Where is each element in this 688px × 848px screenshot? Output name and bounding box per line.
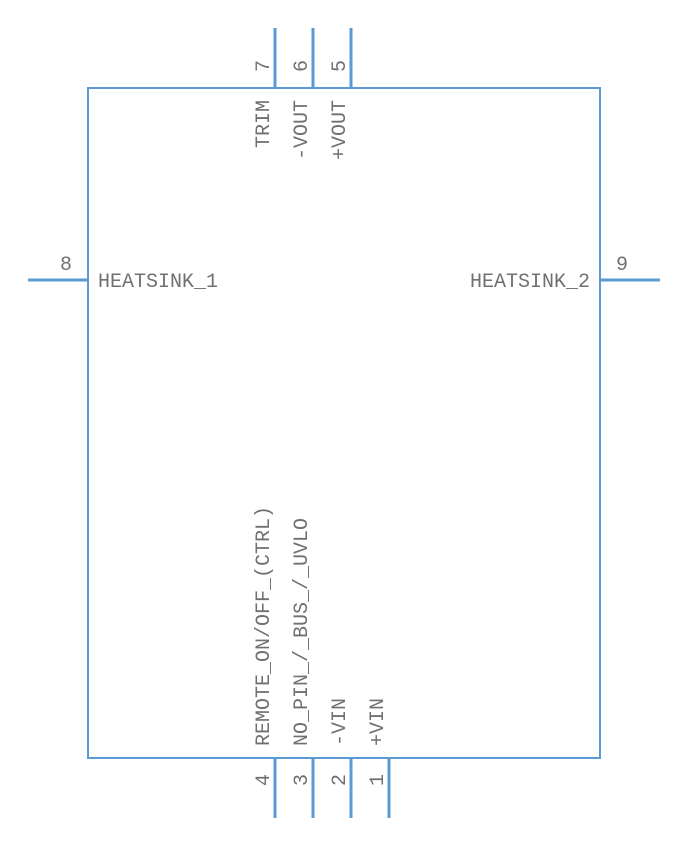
component-body [88,88,600,758]
pin-label-3: NO_PIN_/_BUS_/_UVLO [291,518,314,746]
pin-number-4: 4 [253,774,276,786]
pin-number-2: 2 [329,774,352,786]
pin-number-5: 5 [329,60,352,72]
pin-label-4: REMOTE_ON/OFF_(CTRL) [253,506,276,746]
pin-number-6: 6 [291,60,314,72]
pin-label-7: TRIM [253,100,276,148]
pin-label-8: HEATSINK_1 [98,271,218,294]
pin-label-5: +VOUT [329,100,352,160]
pin-label-9: HEATSINK_2 [470,271,590,294]
pin-number-7: 7 [253,60,276,72]
pin-label-2: -VIN [329,698,352,746]
pin-label-6: -VOUT [291,100,314,160]
pin-label-1: +VIN [367,698,390,746]
pin-number-3: 3 [291,774,314,786]
pin-number-8: 8 [60,254,72,277]
pin-number-9: 9 [616,254,628,277]
schematic-diagram: 7 TRIM 6 -VOUT 5 +VOUT 4 REMOTE_ON/OFF_(CTRL) 3 N… [0,0,688,848]
pin-number-1: 1 [367,774,390,786]
